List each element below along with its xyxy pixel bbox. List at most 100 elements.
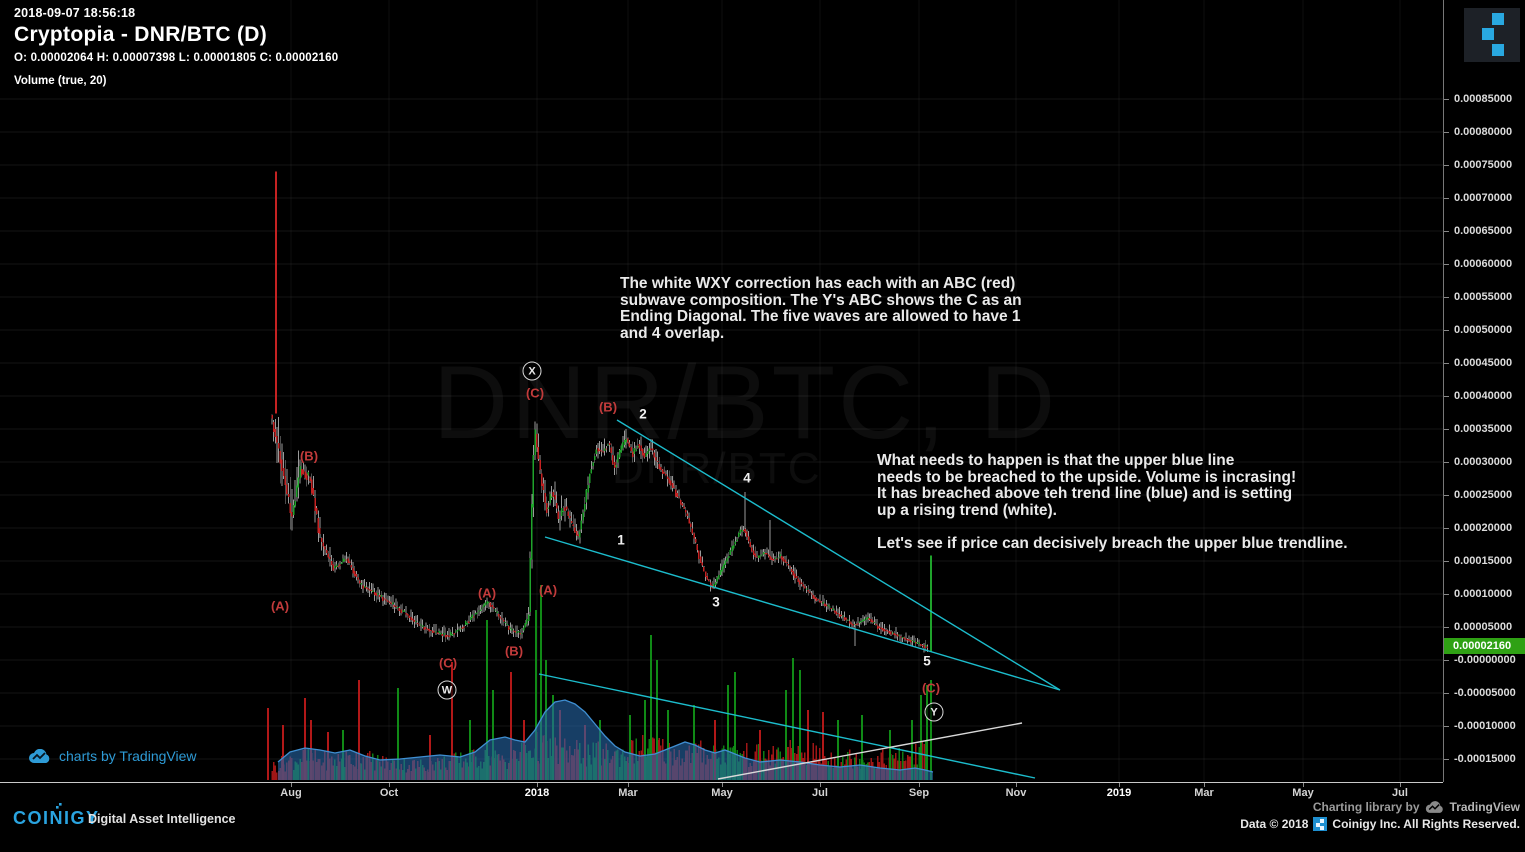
rising-white-trendline[interactable] bbox=[717, 722, 1023, 780]
price-tick-label: -0.00005000 bbox=[1454, 687, 1516, 699]
wave-label-red[interactable]: (B) bbox=[598, 399, 618, 415]
price-tick-label: 0.00025000 bbox=[1454, 489, 1513, 501]
data-copyright: Data © 2018 Coinigy Inc. All Rights Rese… bbox=[1240, 817, 1520, 831]
chart-title[interactable]: Cryptopia - DNR/BTC (D) bbox=[14, 23, 268, 46]
time-tick-mark bbox=[1204, 783, 1205, 787]
wave-label-circled-x[interactable]: X bbox=[522, 361, 542, 381]
price-tick-label: 0.00030000 bbox=[1454, 456, 1513, 468]
price-tick-mark bbox=[1444, 362, 1449, 364]
price-tick-label: -0.00000000 bbox=[1454, 654, 1516, 666]
charting-library-text: Charting library by bbox=[1312, 800, 1420, 814]
coinigy-tagline: Digital Asset Intelligence bbox=[88, 812, 236, 826]
time-tick-label: 2019 bbox=[1106, 787, 1132, 799]
price-tick-mark bbox=[1444, 758, 1449, 760]
time-tick-mark bbox=[820, 783, 821, 787]
wave-label-number-3[interactable]: 3 bbox=[712, 594, 720, 610]
price-tick-mark bbox=[1444, 329, 1449, 331]
wave-label-number-2[interactable]: 2 bbox=[639, 406, 647, 422]
coinigy-logo[interactable] bbox=[1464, 8, 1520, 62]
price-tick-label: 0.00080000 bbox=[1454, 126, 1513, 138]
lower-blue-trendline[interactable] bbox=[544, 536, 1061, 691]
price-tick-mark bbox=[1444, 164, 1449, 166]
price-tick-mark bbox=[1444, 131, 1449, 133]
price-tick-label: -0.00015000 bbox=[1454, 753, 1516, 765]
time-tick-mark bbox=[389, 783, 390, 787]
volume-indicator-label[interactable]: Volume (true, 20) bbox=[14, 75, 107, 87]
wave-label-number-1[interactable]: 1 bbox=[617, 532, 625, 548]
price-tick-label: 0.00065000 bbox=[1454, 225, 1513, 237]
price-tick-mark bbox=[1444, 461, 1449, 463]
upper-blue-trendline[interactable] bbox=[616, 419, 1061, 691]
time-tick-mark bbox=[1016, 783, 1017, 787]
price-tick-mark bbox=[1444, 197, 1449, 199]
time-axis[interactable]: Aug Oct 2018 Mar May Jul Sep Nov 2019 Mar May Jul bbox=[0, 782, 1443, 803]
time-tick-mark bbox=[537, 783, 538, 787]
time-tick-mark bbox=[919, 783, 920, 787]
price-tick-mark bbox=[1444, 527, 1449, 529]
chart-timestamp: 2018-09-07 18:56:18 bbox=[14, 6, 136, 20]
time-tick-label: Mar bbox=[618, 787, 638, 799]
price-tick-mark bbox=[1444, 395, 1449, 397]
wave-label-circled-y[interactable]: Y bbox=[924, 702, 944, 722]
price-tick-label: 0.00010000 bbox=[1454, 588, 1513, 600]
wave-label-red[interactable]: (C) bbox=[438, 655, 458, 671]
price-tick-mark bbox=[1444, 296, 1449, 298]
wave-label-red[interactable]: (A) bbox=[477, 585, 497, 601]
price-tick-mark bbox=[1444, 98, 1449, 100]
volume-trendline[interactable] bbox=[538, 673, 1036, 779]
price-tick-mark bbox=[1444, 659, 1449, 661]
trendlines[interactable] bbox=[538, 419, 1061, 780]
price-tick-label: 0.00085000 bbox=[1454, 93, 1513, 105]
price-tick-label: 0.00035000 bbox=[1454, 423, 1513, 435]
price-tick-mark bbox=[1444, 692, 1449, 694]
price-tick-mark bbox=[1444, 263, 1449, 265]
time-tick-mark bbox=[628, 783, 629, 787]
current-price-badge: 0.00002160 bbox=[1444, 637, 1525, 654]
time-tick-mark bbox=[1119, 783, 1120, 787]
tradingview-attribution-link[interactable]: charts by TradingView bbox=[28, 748, 196, 764]
coinigy-mini-icon bbox=[1313, 817, 1328, 831]
chart-canvas[interactable] bbox=[0, 0, 1443, 782]
wave-label-red[interactable]: (A) bbox=[538, 582, 558, 598]
wave-label-number-5[interactable]: 5 bbox=[923, 653, 931, 669]
candles bbox=[271, 171, 932, 653]
coinigy-wordmark[interactable]: COINIGY bbox=[13, 808, 100, 828]
wave-label-red[interactable]: (B) bbox=[504, 643, 524, 659]
coinigy-caret-icon bbox=[56, 803, 62, 809]
tradingview-name[interactable]: TradingView bbox=[1449, 800, 1520, 814]
price-tick-label: 0.00070000 bbox=[1454, 192, 1513, 204]
chart-legend: 2018-09-07 18:56:18 Cryptopia - DNR/BTC … bbox=[14, 6, 338, 87]
price-tick-mark bbox=[1444, 725, 1449, 727]
price-axis[interactable]: 0.00085000 0.00080000 0.00075000 0.00070000… bbox=[1443, 0, 1525, 782]
rights-text: Coinigy Inc. All Rights Reserved. bbox=[1332, 817, 1520, 831]
wave-label-red[interactable]: (C) bbox=[525, 385, 545, 401]
volume-ma-area bbox=[277, 699, 934, 780]
wave-label-circled-w[interactable]: W bbox=[437, 680, 457, 700]
price-tick-label: 0.00045000 bbox=[1454, 357, 1513, 369]
time-tick-label: Oct bbox=[379, 787, 399, 799]
price-tick-label: 0.00015000 bbox=[1454, 555, 1513, 567]
symbol-watermark-small: DNR/BTC bbox=[612, 444, 822, 493]
wave-label-red[interactable]: (C) bbox=[921, 680, 941, 696]
time-tick-label: Nov bbox=[1005, 787, 1027, 799]
wave-label-number-4[interactable]: 4 bbox=[743, 470, 751, 486]
analysis-note-wxy: The white WXY correction has each with a… bbox=[620, 275, 1022, 342]
wave-label-red[interactable]: (B) bbox=[299, 448, 319, 464]
price-pane[interactable]: DNR/BTC, D DNR/BTC 2018-09-07 18:56:18 C… bbox=[0, 0, 1443, 782]
price-tick-label: 0.00075000 bbox=[1454, 159, 1513, 171]
price-tick-label: -0.00010000 bbox=[1454, 720, 1516, 732]
time-tick-label: Aug bbox=[280, 787, 302, 799]
price-tick-mark bbox=[1444, 230, 1449, 232]
time-tick-label: May bbox=[711, 787, 733, 799]
price-tick-mark bbox=[1444, 593, 1449, 595]
time-tick-label: May bbox=[1292, 787, 1314, 799]
tradingview-cloud-icon bbox=[29, 748, 50, 763]
price-tick-mark bbox=[1444, 626, 1449, 628]
time-tick-mark bbox=[1400, 783, 1401, 787]
gridlines bbox=[0, 0, 1443, 782]
wave-label-red[interactable]: (A) bbox=[270, 598, 290, 614]
time-tick-label: Mar bbox=[1194, 787, 1214, 799]
time-tick-mark bbox=[1303, 783, 1304, 787]
tradingview-attribution-text: charts by TradingView bbox=[59, 748, 197, 764]
analysis-note-breakout: What needs to happen is that the upper b… bbox=[877, 452, 1348, 552]
